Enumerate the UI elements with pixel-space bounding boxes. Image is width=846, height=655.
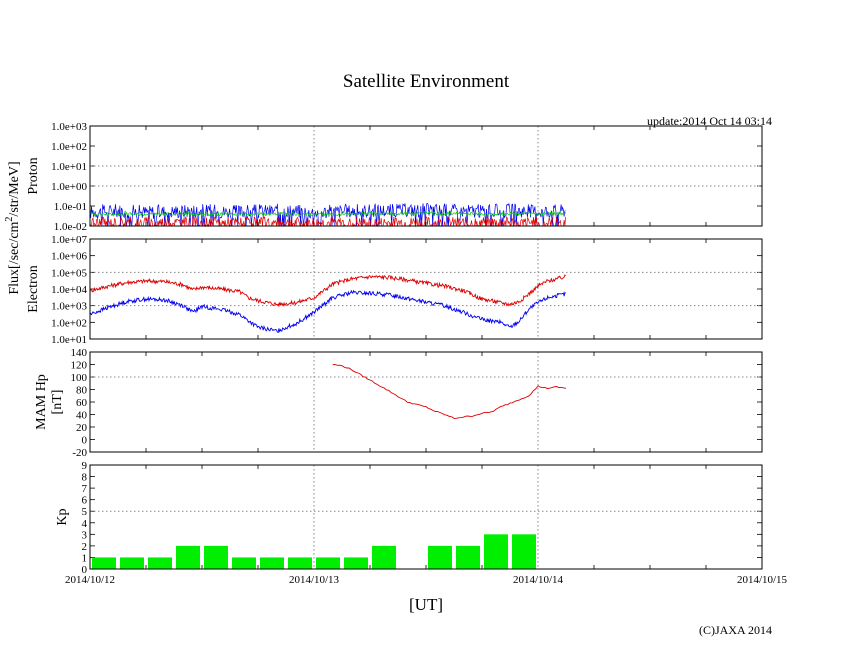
- y-tick-label: 0: [82, 564, 88, 576]
- y-tick-label: 5: [82, 506, 88, 518]
- y-tick-label: 1.0e+01: [51, 161, 87, 173]
- y-tick-label: 40: [76, 410, 88, 422]
- y-tick-label: 80: [76, 385, 88, 397]
- panel-frame: [89, 125, 763, 227]
- kp-bar: [484, 534, 508, 569]
- kp-bar: [204, 545, 228, 569]
- flux-unit-label: Flux[/sec/cm2/str/MeV]: [4, 161, 22, 294]
- kp-bar: [120, 557, 144, 569]
- y-tick-label: 20: [76, 422, 88, 434]
- y-tick-label: 1.0e+06: [51, 251, 87, 263]
- y-tick-label: 100: [71, 372, 88, 384]
- y-tick-label: 1.0e-01: [54, 201, 87, 213]
- y-tick-label: 60: [76, 397, 88, 409]
- kp-bar: [372, 545, 396, 569]
- y-tick-label: 2: [82, 541, 88, 553]
- kp-bar: [260, 557, 284, 569]
- y-tick-label: 1.0e+05: [51, 267, 87, 279]
- series-red: [332, 364, 567, 419]
- flux-unit-label-sup: 2: [4, 217, 15, 222]
- y-tick-label: 3: [82, 529, 88, 541]
- series-green: [89, 210, 566, 217]
- kp-bar: [512, 534, 536, 569]
- update-timestamp: update:2014 Oct 14 03:14: [647, 114, 772, 128]
- series-red: [89, 215, 566, 228]
- kp-bar: [232, 557, 256, 569]
- y-tick-label: 1.0e+00: [51, 181, 87, 193]
- y-tick-label: 8: [82, 472, 88, 484]
- flux-unit-label-rest: /str/MeV]: [7, 161, 22, 216]
- panel-frame: [89, 351, 763, 453]
- panel-frame: [89, 464, 763, 570]
- series-red: [89, 274, 566, 308]
- y-tick-label: 1.0e+07: [51, 234, 87, 246]
- kp-bar: [456, 545, 480, 569]
- flux-unit-label-main: Flux[/sec/cm: [7, 221, 22, 294]
- series-blue: [89, 289, 566, 334]
- panel-proton: 1.0e-02 1.0e-01 1.0e+00 1.0e+01 1.0e+02 1.0e+…: [26, 121, 763, 233]
- copyright: (C)JAXA 2014: [699, 623, 772, 637]
- y-tick-label: 140: [71, 347, 88, 359]
- x-axis-ticks: 2014/10/12 2014/10/13 2014/10/14 2014/10/15: [65, 574, 788, 586]
- y-axis-label: MAM Hp: [34, 374, 49, 430]
- y-tick-label: 6: [82, 495, 88, 507]
- y-tick-label: 1.0e+03: [51, 301, 87, 313]
- y-axis-label: Electron: [26, 265, 41, 312]
- chart-title: Satellite Environment: [343, 71, 510, 92]
- y-tick-label: 1.0e+02: [51, 317, 87, 329]
- x-axis-label: [UT]: [409, 595, 443, 614]
- y-tick-label: 1.0e-02: [54, 221, 87, 233]
- y-tick-label: 4: [82, 518, 88, 530]
- panel-frame: [89, 238, 763, 340]
- kp-bar: [316, 557, 340, 569]
- y-axis-unit: [nT]: [50, 390, 65, 415]
- y-tick-label: 1.0e+04: [51, 284, 87, 296]
- x-tick-label: 2014/10/13: [289, 574, 340, 586]
- y-axis-label: Proton: [26, 157, 41, 194]
- y-tick-label: 1: [82, 552, 88, 564]
- x-tick-label: 2014/10/12: [65, 574, 115, 586]
- y-tick-label: 7: [82, 483, 88, 495]
- y-tick-label: 120: [71, 360, 88, 372]
- kp-bar: [428, 545, 452, 569]
- kp-bar: [288, 557, 312, 569]
- series-blue: [89, 202, 566, 227]
- y-tick-label: 0: [82, 435, 88, 447]
- kp-bar: [92, 557, 116, 569]
- y-tick-label: 9: [82, 460, 88, 472]
- x-tick-label: 2014/10/15: [737, 574, 788, 586]
- kp-bar: [176, 545, 200, 569]
- y-tick-label: 1.0e+03: [51, 121, 87, 133]
- panel-electron: 1.0e+01 1.0e+02 1.0e+03 1.0e+04 1.0e+05 1.0e+…: [26, 234, 763, 346]
- kp-bar: [344, 557, 368, 569]
- x-tick-label: 2014/10/14: [513, 574, 564, 586]
- y-tick-label: -20: [72, 447, 87, 459]
- y-tick-label: 1.0e+01: [51, 334, 87, 346]
- kp-bar: [148, 557, 172, 569]
- panels: 1.0e-021.0e-011.0e+001.0e+011.0e+021.0e+…: [26, 121, 763, 576]
- y-tick-label: 1.0e+02: [51, 141, 87, 153]
- y-axis-label: Kp: [55, 508, 70, 525]
